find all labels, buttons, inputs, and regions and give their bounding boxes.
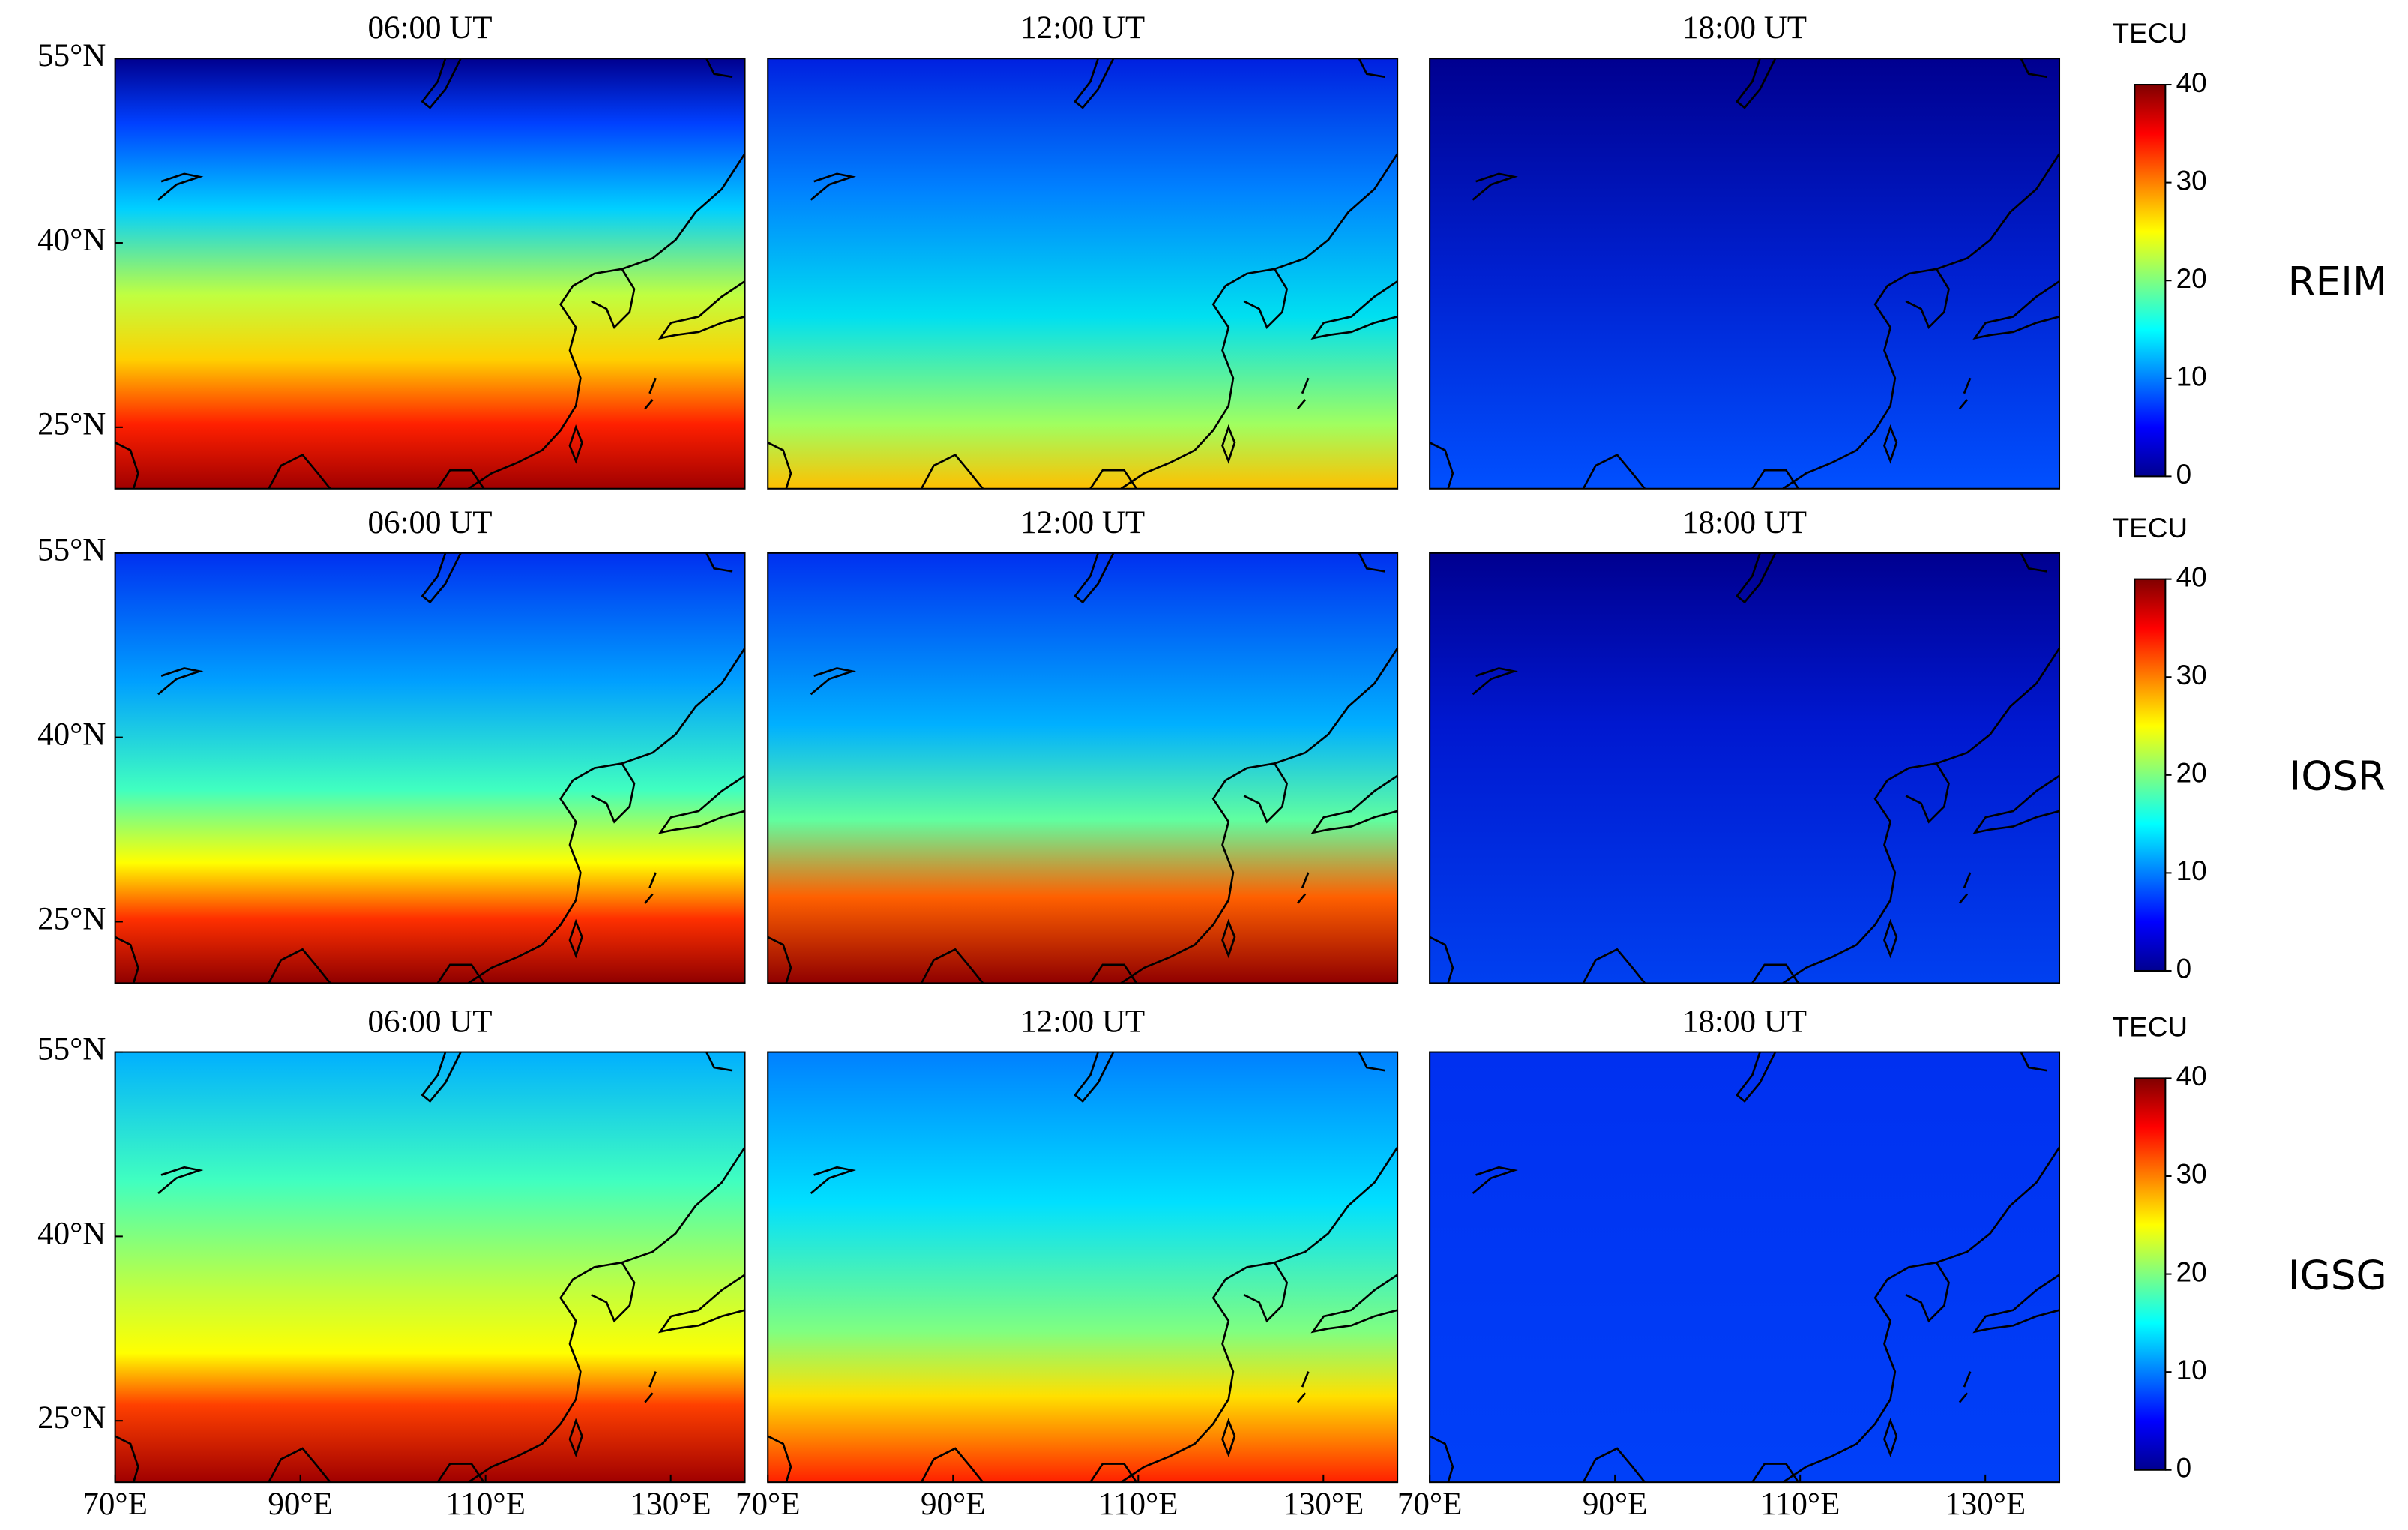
tec-map xyxy=(1430,58,2059,489)
colorbar-tick-label: 20 xyxy=(2176,758,2207,789)
lon-tick-label: 90°E xyxy=(268,1487,332,1522)
colorbar-tick-label: 0 xyxy=(2176,954,2192,984)
colorbar-tick-label: 20 xyxy=(2176,1256,2207,1287)
colorbar-title: TECU xyxy=(2113,513,2188,543)
tec-map xyxy=(115,58,745,489)
panel-frame xyxy=(767,552,1399,984)
coastline xyxy=(115,58,746,490)
lon-tick-label: 110°E xyxy=(1760,1487,1840,1522)
lon-tick-label: 110°E xyxy=(445,1487,525,1522)
panel-frame xyxy=(114,1051,746,1484)
lon-tick-label: 130°E xyxy=(1283,1487,1364,1522)
colorbar-tick-label: 0 xyxy=(2176,459,2192,490)
lon-tick-label: 110°E xyxy=(1098,1487,1178,1522)
lon-tick-label: 90°E xyxy=(921,1487,985,1522)
lat-tick-label: 55°N xyxy=(37,38,106,73)
panel-title: 06:00 UT xyxy=(368,505,493,540)
colorbar-tick-label: 40 xyxy=(2176,561,2207,592)
colorbar-tick-label: 0 xyxy=(2176,1452,2192,1483)
colorbar-tick-label: 10 xyxy=(2176,1355,2207,1385)
panel-frame xyxy=(114,552,746,984)
coastline xyxy=(767,552,1399,984)
lat-tick-label: 25°N xyxy=(37,1400,106,1436)
tec-map xyxy=(768,552,1398,984)
colorbar-tick-label: 30 xyxy=(2176,1159,2207,1190)
colorbar-tick-label: 30 xyxy=(2176,660,2207,690)
panel-frame xyxy=(114,58,746,490)
panel-title: 12:00 UT xyxy=(1020,505,1145,540)
colorbar-tick-label: 10 xyxy=(2176,855,2207,886)
coastline xyxy=(115,552,746,984)
row-label: REIM xyxy=(2288,259,2387,305)
coastline xyxy=(1429,552,2061,984)
lat-tick-label: 40°N xyxy=(37,223,106,258)
lon-tick-label: 70°E xyxy=(735,1487,800,1522)
tec-map xyxy=(115,1052,745,1483)
coastline xyxy=(115,1051,746,1484)
tec-map xyxy=(1430,552,2059,984)
lon-tick-label: 130°E xyxy=(1945,1487,2026,1522)
colorbar-tick-label: 30 xyxy=(2176,165,2207,196)
lat-tick-label: 55°N xyxy=(37,1031,106,1067)
colorbar-tick-label: 10 xyxy=(2176,361,2207,392)
lon-tick-label: 70°E xyxy=(1397,1487,1462,1522)
lat-tick-label: 25°N xyxy=(37,407,106,442)
colorbar-tick-label: 20 xyxy=(2176,263,2207,294)
panel-frame xyxy=(1429,1051,2061,1484)
tec-map xyxy=(768,58,1398,489)
tec-map xyxy=(1430,1052,2059,1483)
lon-tick-label: 70°E xyxy=(82,1487,147,1522)
lat-tick-label: 55°N xyxy=(37,533,106,568)
tec-map xyxy=(115,552,745,984)
colorbar xyxy=(2134,578,2167,972)
lon-tick-label: 90°E xyxy=(1583,1487,1647,1522)
panel-title: 06:00 UT xyxy=(368,10,493,46)
panel-title: 06:00 UT xyxy=(368,1005,493,1040)
lon-tick-label: 130°E xyxy=(630,1487,711,1522)
colorbar-title: TECU xyxy=(2113,1012,2188,1043)
coastline xyxy=(1429,58,2061,490)
lat-tick-label: 40°N xyxy=(37,1216,106,1251)
tec-map xyxy=(768,1052,1398,1483)
panel-frame xyxy=(1429,58,2061,490)
colorbar xyxy=(2134,1077,2167,1471)
panel-title: 12:00 UT xyxy=(1020,10,1145,46)
panel-title: 18:00 UT xyxy=(1682,505,1807,540)
panel-frame xyxy=(767,58,1399,490)
colorbar-title: TECU xyxy=(2113,18,2188,49)
colorbar-tick-label: 40 xyxy=(2176,67,2207,98)
panel-frame xyxy=(1429,552,2061,984)
colorbar-tick-label: 40 xyxy=(2176,1061,2207,1091)
row-label: IGSG xyxy=(2288,1252,2387,1298)
coastline xyxy=(767,1051,1399,1484)
panel-title: 18:00 UT xyxy=(1682,1005,1807,1040)
panel-frame xyxy=(767,1051,1399,1484)
row-label: IOSR xyxy=(2290,753,2386,800)
coastline xyxy=(767,58,1399,490)
colorbar xyxy=(2134,84,2167,478)
lat-tick-label: 40°N xyxy=(37,717,106,753)
coastline xyxy=(1429,1051,2061,1484)
panel-title: 12:00 UT xyxy=(1020,1005,1145,1040)
lat-tick-label: 25°N xyxy=(37,901,106,936)
panel-title: 18:00 UT xyxy=(1682,10,1807,46)
